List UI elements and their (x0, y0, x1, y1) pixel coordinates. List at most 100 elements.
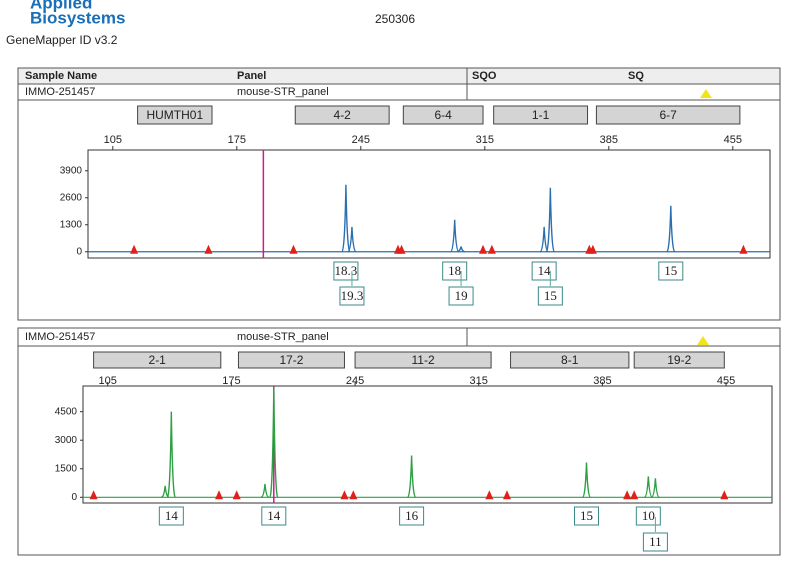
peak (581, 462, 592, 498)
marker-label: 19-2 (667, 353, 691, 367)
allele-box (635, 506, 661, 526)
x-tick-label: 245 (346, 375, 364, 387)
marker-label: HUMTH01 (146, 108, 203, 122)
marker-label: 4-2 (334, 108, 352, 122)
allele-box (574, 506, 599, 526)
allele-box (658, 261, 684, 281)
allele-box (399, 506, 425, 526)
size-standard-peak (349, 490, 358, 500)
peak (406, 455, 417, 498)
x-tick-label: 455 (724, 134, 742, 146)
peak (450, 219, 460, 253)
x-tick-label: 175 (228, 134, 246, 146)
marker-bin (354, 351, 492, 369)
size-standard-peak (479, 244, 488, 254)
run-id: 250306 (375, 12, 415, 26)
allele-box (158, 506, 184, 526)
y-tick-label: 2600 (60, 192, 83, 203)
size-standard-peak (89, 490, 98, 500)
marker-bin (294, 105, 390, 125)
allele-label: 14 (165, 508, 179, 523)
logo-bottom: Biosystems (30, 8, 125, 27)
peak (260, 483, 270, 498)
allele-label: 10 (642, 508, 655, 523)
allele-box (642, 532, 668, 552)
x-tick-label: 105 (99, 375, 117, 387)
y-tick-label: 0 (76, 246, 82, 257)
marker-bin (493, 105, 589, 125)
allele-label: 18 (448, 263, 461, 278)
allele-label: 19.3 (341, 288, 364, 303)
peak (341, 184, 351, 253)
quality-flag (700, 89, 712, 98)
sample-name: IMMO-251457 (25, 331, 95, 343)
size-standard-peak (232, 490, 241, 500)
peak (456, 246, 466, 253)
software: GeneMapper ID v3.2 (6, 33, 118, 47)
size-standard-peak (340, 490, 349, 500)
column-header: SQO (472, 70, 497, 82)
x-tick-label: 315 (470, 375, 488, 387)
allele-label: 16 (405, 508, 419, 523)
table-header (17, 67, 781, 85)
allele-label: 11 (649, 534, 662, 549)
quality-flag (697, 336, 709, 345)
x-tick-label: 315 (476, 134, 494, 146)
x-tick-label: 385 (600, 134, 618, 146)
peak (666, 205, 676, 253)
size-standard-peak (720, 490, 729, 500)
size-standard-peak (630, 490, 639, 500)
peak (539, 226, 549, 253)
allele-box (537, 286, 563, 306)
marker-bin (137, 105, 213, 125)
allele-label: 14 (538, 263, 552, 278)
marker-label: 8-1 (561, 353, 579, 367)
x-tick-label: 245 (352, 134, 370, 146)
y-tick-label: 3000 (55, 435, 78, 446)
marker-label: 6-4 (434, 108, 452, 122)
marker-bin (510, 351, 630, 369)
marker-bin (402, 105, 484, 125)
allele-label: 19 (455, 288, 468, 303)
size-standard-peak (623, 490, 632, 500)
size-standard-peak (289, 244, 298, 254)
peak (545, 187, 556, 253)
peak (644, 476, 653, 498)
y-tick-label: 1500 (55, 463, 78, 474)
allele-box (448, 286, 474, 306)
marker-label: 11-2 (412, 353, 435, 367)
peak (166, 411, 177, 498)
x-tick-label: 175 (222, 375, 240, 387)
allele-label: 15 (544, 288, 557, 303)
column-header: SQ (628, 70, 644, 82)
size-standard-peak (130, 244, 139, 254)
marker-bin (237, 351, 345, 369)
plot-area (87, 149, 771, 259)
size-standard-peak (485, 490, 494, 500)
size-standard-peak (487, 244, 496, 254)
y-tick-label: 0 (71, 492, 77, 503)
x-tick-label: 385 (593, 375, 611, 387)
marker-label: 1-1 (532, 108, 550, 122)
size-standard-peak (215, 490, 224, 500)
allele-label: 15 (664, 263, 677, 278)
logo-top: Applied (30, 0, 92, 12)
size-standard-peak (204, 244, 213, 254)
column-header: Panel (237, 70, 266, 82)
x-tick-label: 105 (104, 134, 122, 146)
size-standard-peak (588, 244, 597, 254)
size-standard-peak (397, 244, 406, 254)
peak (269, 386, 279, 498)
marker-label: 6-7 (659, 108, 677, 122)
y-tick-label: 1300 (60, 219, 83, 230)
marker-label: 17-2 (279, 353, 303, 367)
panel-frame (17, 327, 781, 556)
marker-bin (93, 351, 222, 369)
peak (651, 478, 660, 498)
y-tick-label: 3900 (60, 165, 83, 176)
peak (347, 226, 357, 253)
allele-box (261, 506, 287, 526)
allele-label: 18.3 (335, 263, 358, 278)
